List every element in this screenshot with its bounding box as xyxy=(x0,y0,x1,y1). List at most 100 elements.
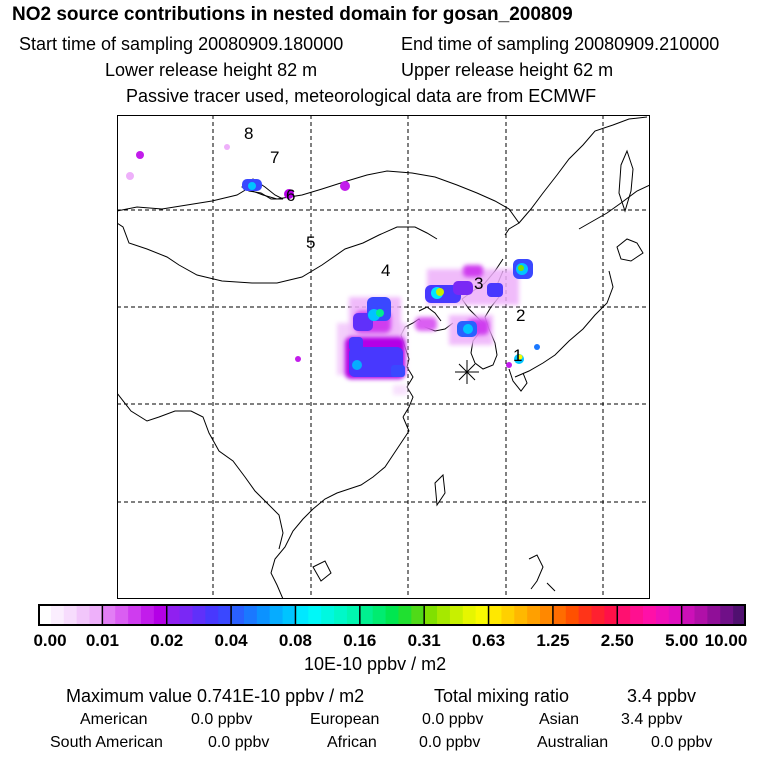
colorbar-cell xyxy=(462,604,477,626)
contribution-patch xyxy=(487,283,503,297)
colorbar-cell xyxy=(295,604,309,626)
mongolia-china-border xyxy=(117,222,438,284)
japan-kyushu xyxy=(508,368,528,392)
colorbar-cell xyxy=(321,604,335,626)
receptor-marker xyxy=(455,360,479,384)
trajectory-marker-3: 3 xyxy=(474,274,483,293)
total-mixing-ratio-value: 3.4 ppbv xyxy=(627,686,697,706)
contribution-patch xyxy=(391,365,405,377)
colorbar-cell xyxy=(385,604,399,626)
colorbar-tick-label: 0.16 xyxy=(343,631,377,650)
contribution-field xyxy=(126,144,540,395)
japan-honshu xyxy=(514,270,614,378)
coastlines xyxy=(117,116,650,599)
colorbar-cell xyxy=(153,604,168,626)
trajectory-marker-7: 7 xyxy=(270,148,279,167)
region-australian-value: 0.0 ppbv xyxy=(651,734,713,751)
contribution-patch xyxy=(340,181,350,191)
colorbar-cell xyxy=(424,604,438,626)
region-asian-value: 3.4 ppbv xyxy=(621,711,683,728)
colorbar-tick-label: 0.63 xyxy=(471,631,506,650)
colorbar-cell xyxy=(256,604,271,626)
colorbar-cell xyxy=(681,604,696,626)
russia-mongolia-border xyxy=(117,170,520,236)
colorbar-unit: 10E-10 ppbv / m2 xyxy=(304,654,447,674)
china-coast-north xyxy=(400,318,454,418)
colorbar-tick-label: 0.04 xyxy=(214,631,248,650)
trajectory-marker-8: 8 xyxy=(244,124,253,143)
lower-release-height-label: Lower release height 82 m xyxy=(105,60,318,80)
contribution-patch xyxy=(453,281,473,295)
trajectory-marker-5: 5 xyxy=(306,233,315,252)
region-european-value: 0.0 ppbv xyxy=(422,711,484,728)
colorbar-cell xyxy=(269,604,284,626)
colorbar-cell xyxy=(359,604,374,626)
colorbar-cell xyxy=(166,604,181,626)
contribution-patch xyxy=(224,144,230,150)
contribution-patch xyxy=(126,172,134,180)
end-time-label: End time of sampling 20080909.210000 xyxy=(401,34,720,54)
colorbar-cell xyxy=(630,604,644,626)
colorbar-cell xyxy=(514,604,528,626)
colorbar-cell xyxy=(565,604,580,626)
colorbar-cell xyxy=(372,604,387,626)
trajectory-marker-4: 4 xyxy=(381,261,390,280)
colorbar-cell xyxy=(89,604,103,626)
colorbar-cell xyxy=(540,604,554,626)
trajectory-marker-2: 2 xyxy=(516,306,525,325)
colorbar-tick-label: 0.02 xyxy=(150,631,184,650)
colorbar-cell xyxy=(282,604,296,626)
contribution-patch xyxy=(506,362,512,368)
region-australian-label: Australian xyxy=(537,734,609,751)
contribution-patch xyxy=(534,344,540,350)
colorbar-cell xyxy=(488,604,502,626)
region-american-value: 0.0 ppbv xyxy=(191,711,253,728)
colorbar-cell xyxy=(527,604,541,626)
colorbar-cell xyxy=(115,604,129,626)
contribution-patch xyxy=(463,324,473,334)
colorbar-cell xyxy=(243,604,258,626)
trajectory-marker-6: 6 xyxy=(286,186,295,205)
colorbar-cell xyxy=(76,604,90,626)
philippines-north xyxy=(528,554,556,592)
colorbar-cell xyxy=(449,604,464,626)
colorbar-cell xyxy=(308,604,322,626)
taiwan xyxy=(434,473,446,507)
colorbar-cell xyxy=(334,604,348,626)
russian-coast xyxy=(518,116,650,230)
colorbar-tick-label: 0.31 xyxy=(407,631,441,650)
colorbar-cell xyxy=(205,604,219,626)
region-african-value: 0.0 ppbv xyxy=(419,734,481,751)
region-south-american-value: 0.0 ppbv xyxy=(208,734,270,751)
colorbar-cell xyxy=(694,604,708,626)
colorbar-cell xyxy=(102,604,116,626)
region-south-american-label: South American xyxy=(50,734,163,751)
contribution-patch xyxy=(349,347,403,377)
contribution-patch xyxy=(517,354,523,360)
contribution-patch xyxy=(518,265,524,271)
tracer-note: Passive tracer used, meteorological data… xyxy=(126,86,597,106)
colorbar-cell xyxy=(411,604,425,626)
colorbar-cell xyxy=(63,604,78,626)
china-coast-south xyxy=(270,416,410,599)
colorbar-cell xyxy=(475,604,490,626)
colorbar-tick-label: 0.01 xyxy=(85,631,119,650)
colorbar-cell xyxy=(720,604,734,626)
map-title: NO2 source contributions in nested domai… xyxy=(12,4,573,25)
colorbar-cell xyxy=(707,604,721,626)
contribution-patch xyxy=(248,182,256,190)
colorbar-cell xyxy=(578,604,593,626)
colorbar-frame xyxy=(38,604,746,626)
total-mixing-ratio-label: Total mixing ratio xyxy=(434,686,570,706)
map-panel: 1 2 3 4 5 6 7 8 xyxy=(117,115,650,599)
colorbar-tick-label: 0.00 xyxy=(33,631,67,650)
contribution-patch xyxy=(352,360,362,370)
japan-hokkaido xyxy=(616,238,644,262)
colorbar-cell xyxy=(38,604,52,626)
contribution-patch xyxy=(284,189,294,199)
hainan xyxy=(312,560,332,582)
start-time-label: Start time of sampling 20080909.180000 xyxy=(19,34,344,54)
colorbar-cell xyxy=(733,604,746,626)
region-european-label: European xyxy=(310,711,380,728)
colorbar-tick-label: 0.08 xyxy=(278,631,312,650)
